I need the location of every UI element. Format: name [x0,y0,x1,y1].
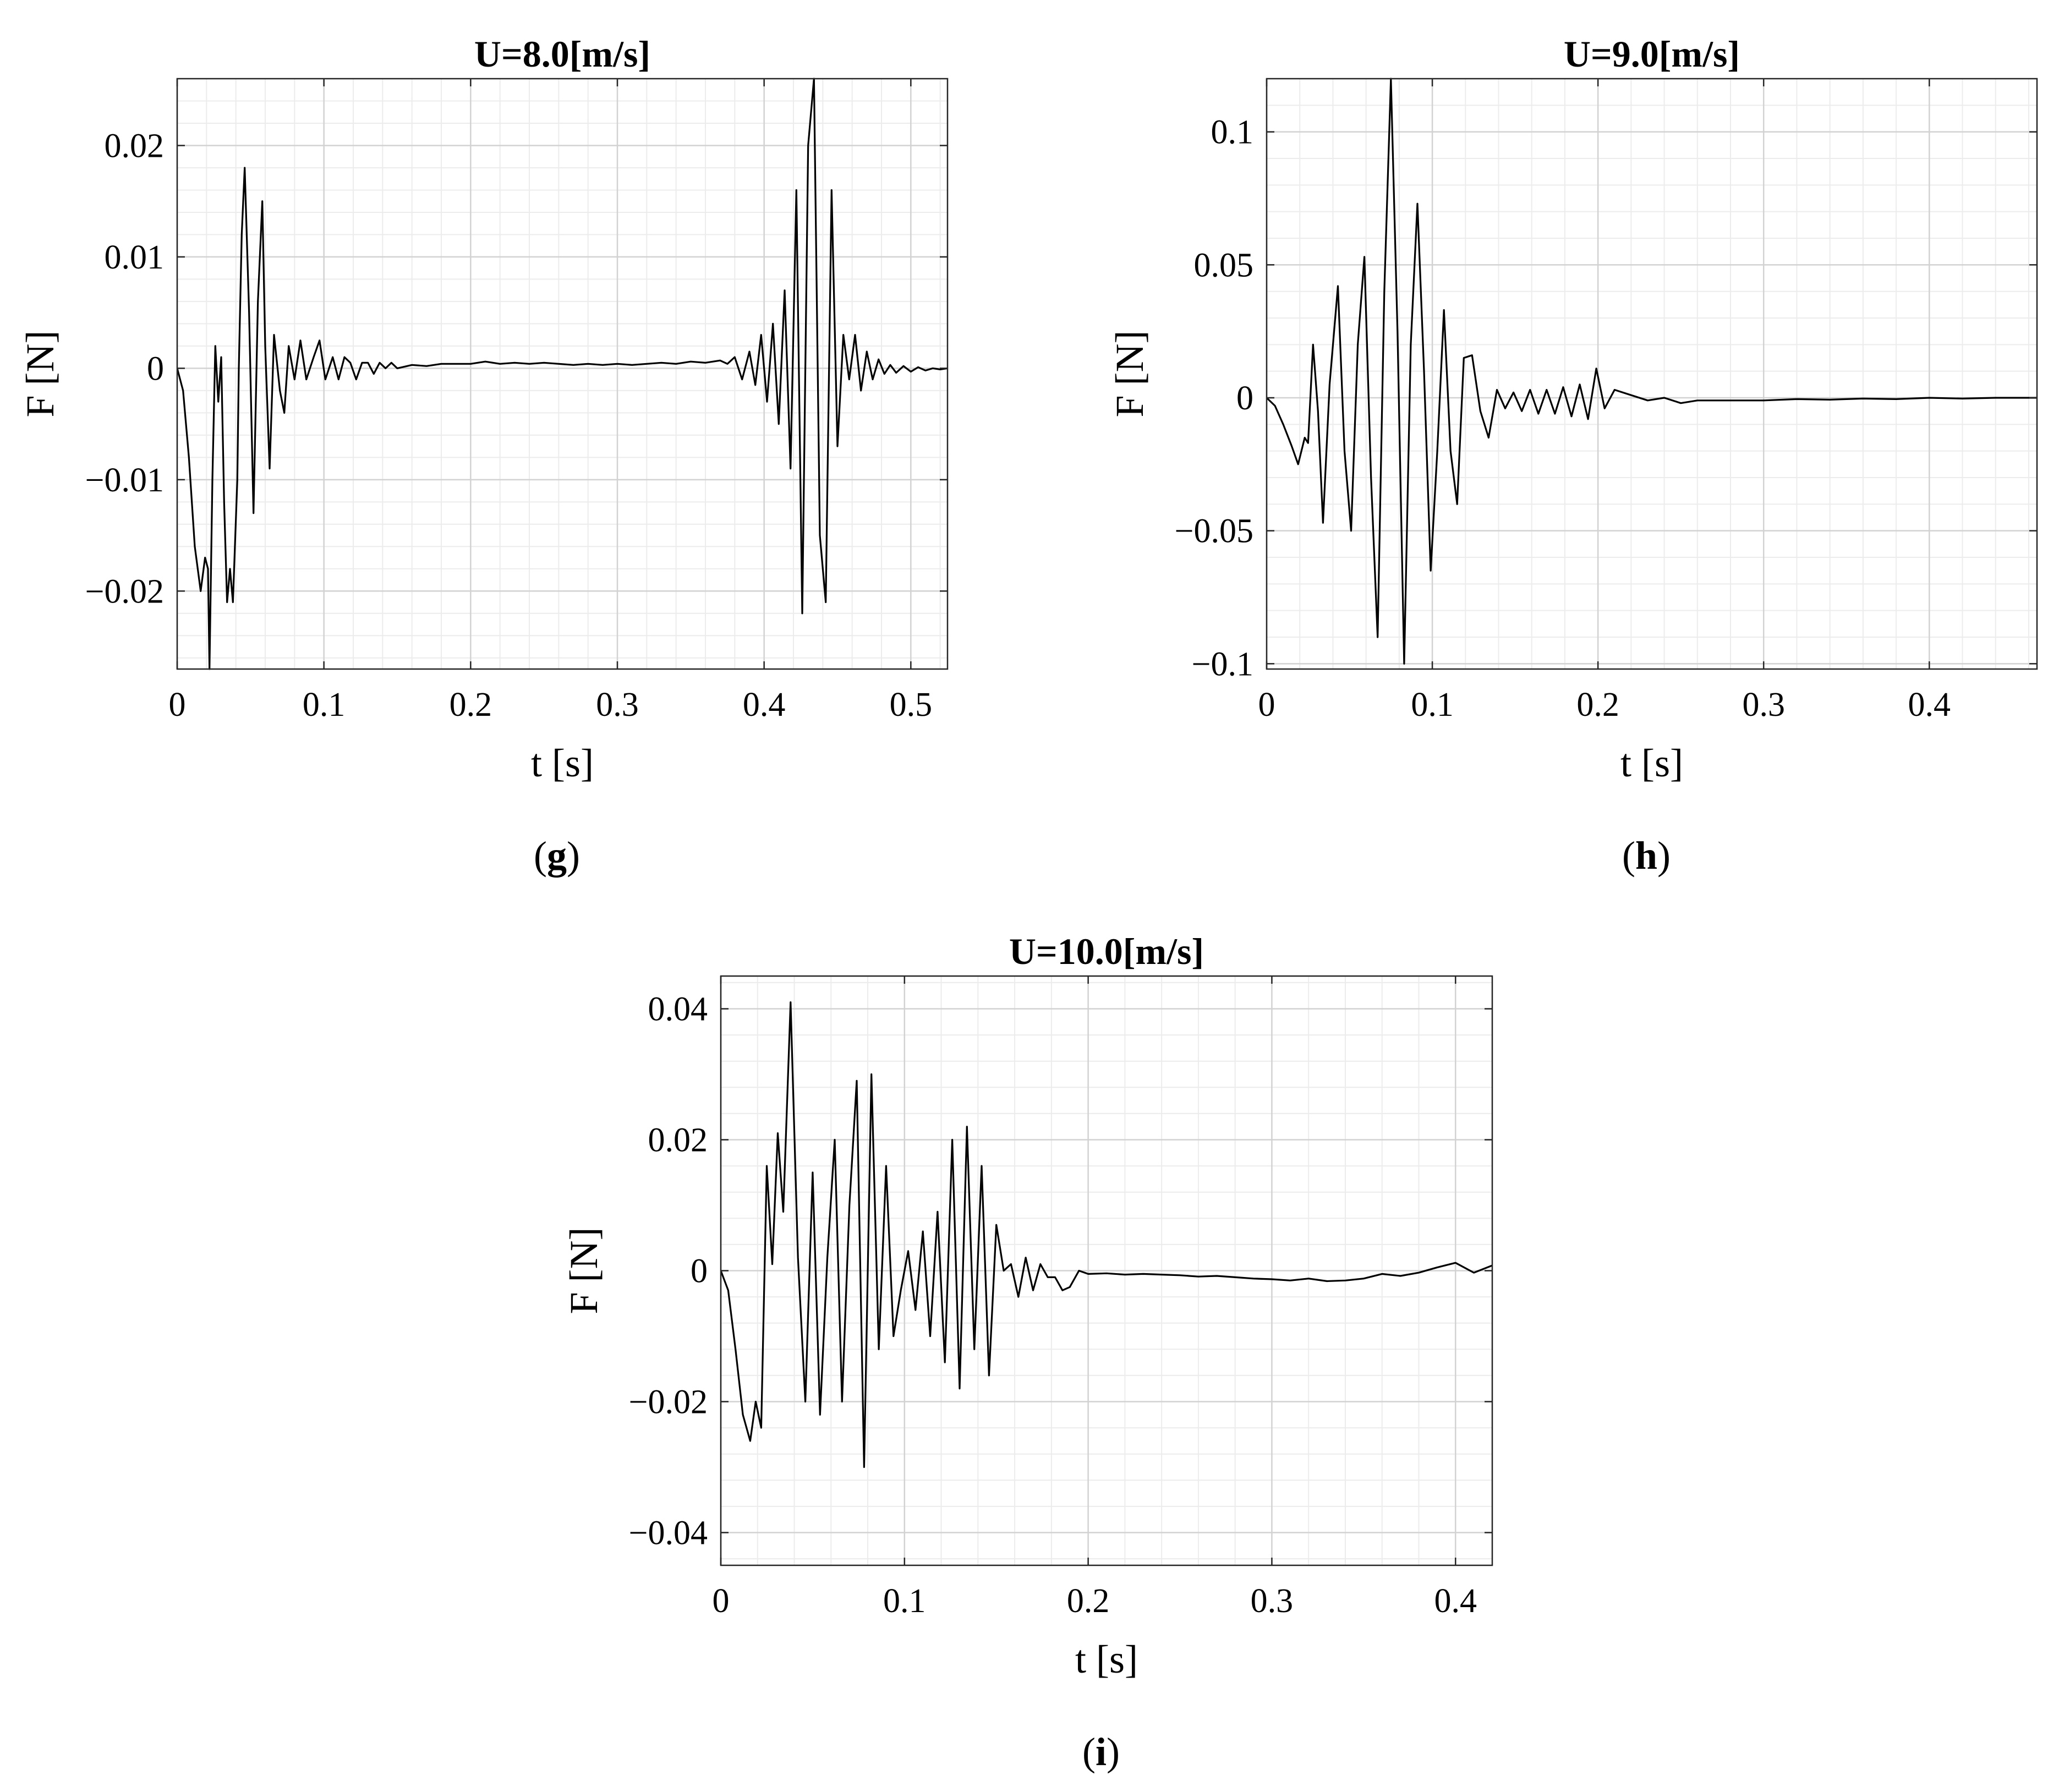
y-tick-label: 0 [691,1253,708,1290]
y-axis-label: F [N] [18,331,62,418]
x-axis-label: t [s] [1620,741,1683,785]
series-line [177,78,948,670]
axes-frame [176,78,949,670]
y-tick-label: 0.04 [648,991,708,1028]
tick-marks [720,976,1492,1565]
panel-label: (i) [1082,1730,1120,1774]
x-tick-label: 0.1 [883,1582,926,1620]
y-axis-label: F [N] [562,1227,606,1314]
y-tick-label: −0.1 [1192,645,1253,683]
y-tick-label: −0.04 [629,1515,708,1552]
y-tick-label: 0.02 [648,1122,708,1159]
x-tick-label: 0.3 [596,686,639,724]
y-tick-label: 0.05 [1194,246,1254,284]
x-tick-label: 0.3 [1251,1582,1294,1620]
y-tick-label: −0.02 [629,1384,708,1421]
chart-panel-i: 0 0.1 0.2 0.3 0.4 −0.04 −0.02 0 0.02 0.04 U=10.0[m… [562,930,1493,1774]
x-tick-label: 0.2 [1067,1582,1110,1620]
x-tick-label: 0.4 [1434,1582,1477,1620]
x-tick-label: 0.1 [303,686,346,724]
y-tick-label: −0.05 [1175,513,1253,550]
x-tick-label: 0.4 [743,686,786,724]
chart-panel-g: 0 0.1 0.2 0.3 0.4 0.5 −0.02 −0.01 0 0.01 0.02 U=8.0… [18,33,949,878]
y-tick-label: 0 [147,350,164,387]
x-axis-label: t [s] [1075,1637,1138,1681]
x-axis-label: t [s] [531,741,594,785]
tick-marks [176,79,948,669]
panel-letter: i [1096,1730,1107,1774]
tick-marks [1266,79,2037,669]
chart-title: U=10.0[m/s] [1009,930,1204,972]
y-tick-label: −0.01 [85,462,164,499]
x-tick-label: 0 [169,686,186,724]
x-tick-label: 0.3 [1742,686,1785,724]
panel-letter: g [547,834,567,878]
x-tick-label: 0.5 [890,686,933,724]
chart-panel-h: 0 0.1 0.2 0.3 0.4 −0.1 −0.05 0 0.05 0.1 U=9.0[m/s]… [1108,33,2038,878]
x-tick-label: 0.2 [450,686,492,724]
panel-letter: h [1635,834,1657,878]
x-tick-label: 0 [713,1582,730,1620]
series-line [1267,78,2037,665]
axes-frame [1266,78,2038,670]
y-tick-label: −0.02 [85,573,164,610]
y-tick-label: 0.1 [1211,114,1254,151]
panel-label: (h) [1622,834,1671,878]
y-axis-label: F [N] [1108,331,1152,418]
plot-area [1267,79,2037,669]
x-tick-label: 0 [1258,686,1275,724]
x-tick-label: 0.4 [1908,686,1951,724]
x-tick-label: 0.2 [1576,686,1619,724]
panel-label: (g) [534,834,580,878]
chart-title: U=8.0[m/s] [474,33,650,75]
series-line [721,1001,1492,1468]
y-tick-label: 0.01 [105,239,165,276]
chart-title: U=9.0[m/s] [1564,33,1740,75]
x-tick-label: 0.1 [1411,686,1454,724]
y-tick-label: 0.02 [105,127,165,165]
y-tick-label: 0 [1236,380,1253,417]
